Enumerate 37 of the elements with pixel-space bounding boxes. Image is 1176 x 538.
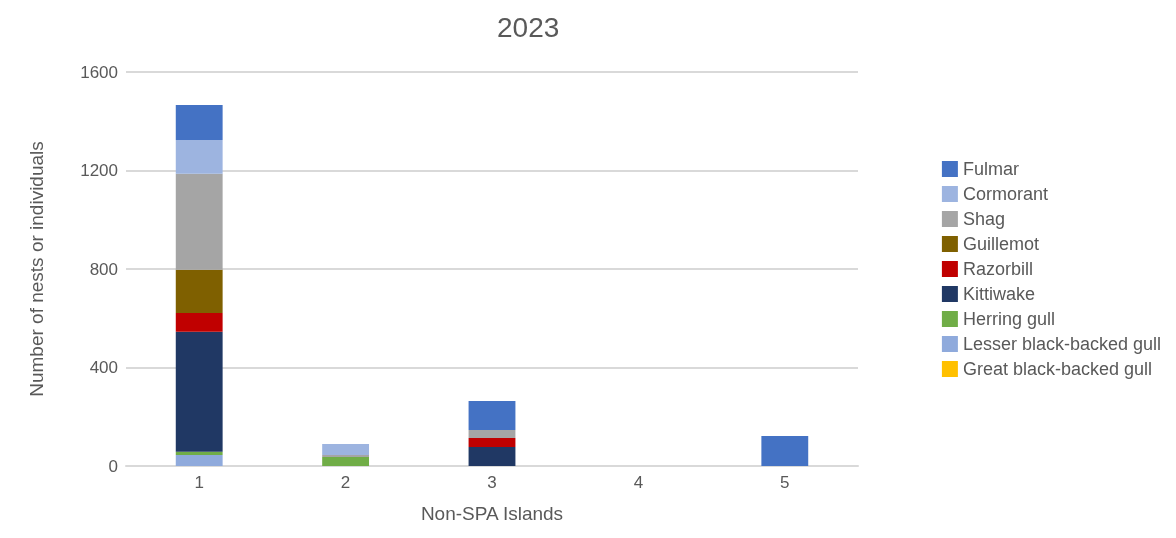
legend-label: Kittiwake [962, 284, 1035, 304]
bar [175, 105, 223, 140]
legend-label: Cormorant [962, 184, 1048, 204]
y-tick-label: 1600 [80, 62, 118, 82]
bar [468, 430, 516, 438]
bar [468, 400, 516, 431]
legend-label: Shag [962, 209, 1005, 229]
legend-label: Fulmar [962, 159, 1019, 179]
bar [175, 139, 223, 174]
bar [175, 451, 223, 455]
legend-label: Guillemot [962, 234, 1039, 254]
legend-label: Lesser black-backed gull [962, 334, 1161, 354]
x-axis-title: Non-SPA Islands [420, 503, 564, 524]
x-tick-label: 1 [194, 473, 204, 492]
x-tick-label: 4 [633, 473, 644, 492]
bar [761, 435, 809, 466]
chart-title: 2023 [497, 11, 560, 43]
x-tick-label: 5 [780, 473, 790, 492]
y-axis-title: Number of nests or individuals [26, 141, 47, 397]
legend-label: Great black-backed gull [962, 359, 1152, 379]
y-tick-label: 800 [89, 259, 118, 279]
legend-label: Herring gull [962, 309, 1055, 329]
x-tick-label: 2 [340, 473, 351, 492]
bar [175, 454, 223, 466]
bar [322, 444, 370, 455]
bar [322, 456, 370, 466]
bar [175, 269, 223, 314]
bar [175, 313, 223, 332]
bar [468, 437, 516, 448]
y-tick-label: 0 [108, 456, 118, 476]
y-tick-label: 1200 [80, 161, 118, 180]
bar [175, 173, 223, 270]
bar [468, 447, 516, 466]
x-tick-label: 3 [487, 473, 497, 492]
y-tick-label: 400 [89, 358, 118, 377]
bar [175, 331, 223, 452]
legend-label: Razorbill [962, 259, 1033, 279]
